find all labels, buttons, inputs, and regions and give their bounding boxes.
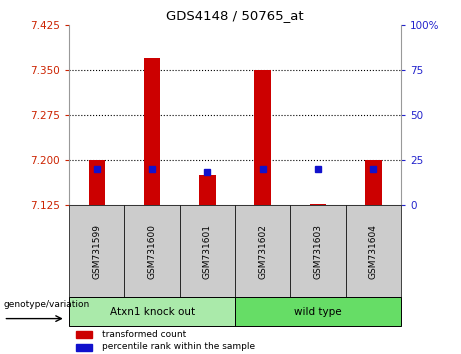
Bar: [144, 58, 160, 205]
Text: wild type: wild type: [294, 307, 342, 316]
Text: transformed count: transformed count: [102, 330, 187, 339]
Text: GSM731599: GSM731599: [92, 224, 101, 279]
Bar: [235, 297, 401, 326]
Text: GSM731601: GSM731601: [203, 224, 212, 279]
Text: GSM731600: GSM731600: [148, 224, 157, 279]
Text: GSM731604: GSM731604: [369, 224, 378, 279]
Text: genotype/variation: genotype/variation: [4, 300, 90, 309]
Bar: [365, 160, 382, 205]
Title: GDS4148 / 50765_at: GDS4148 / 50765_at: [166, 9, 304, 22]
Text: GSM731603: GSM731603: [313, 224, 323, 279]
Bar: [89, 160, 105, 205]
Bar: [199, 175, 216, 205]
Text: percentile rank within the sample: percentile rank within the sample: [102, 342, 255, 352]
Bar: [69, 297, 235, 326]
Bar: [235, 205, 290, 297]
Text: Atxn1 knock out: Atxn1 knock out: [110, 307, 195, 316]
Bar: [290, 205, 346, 297]
Bar: [310, 204, 326, 205]
Bar: [254, 70, 271, 205]
Bar: [124, 205, 180, 297]
Text: GSM731602: GSM731602: [258, 224, 267, 279]
Bar: [76, 331, 92, 338]
Bar: [69, 205, 124, 297]
Bar: [180, 205, 235, 297]
Bar: [346, 205, 401, 297]
Bar: [76, 344, 92, 351]
